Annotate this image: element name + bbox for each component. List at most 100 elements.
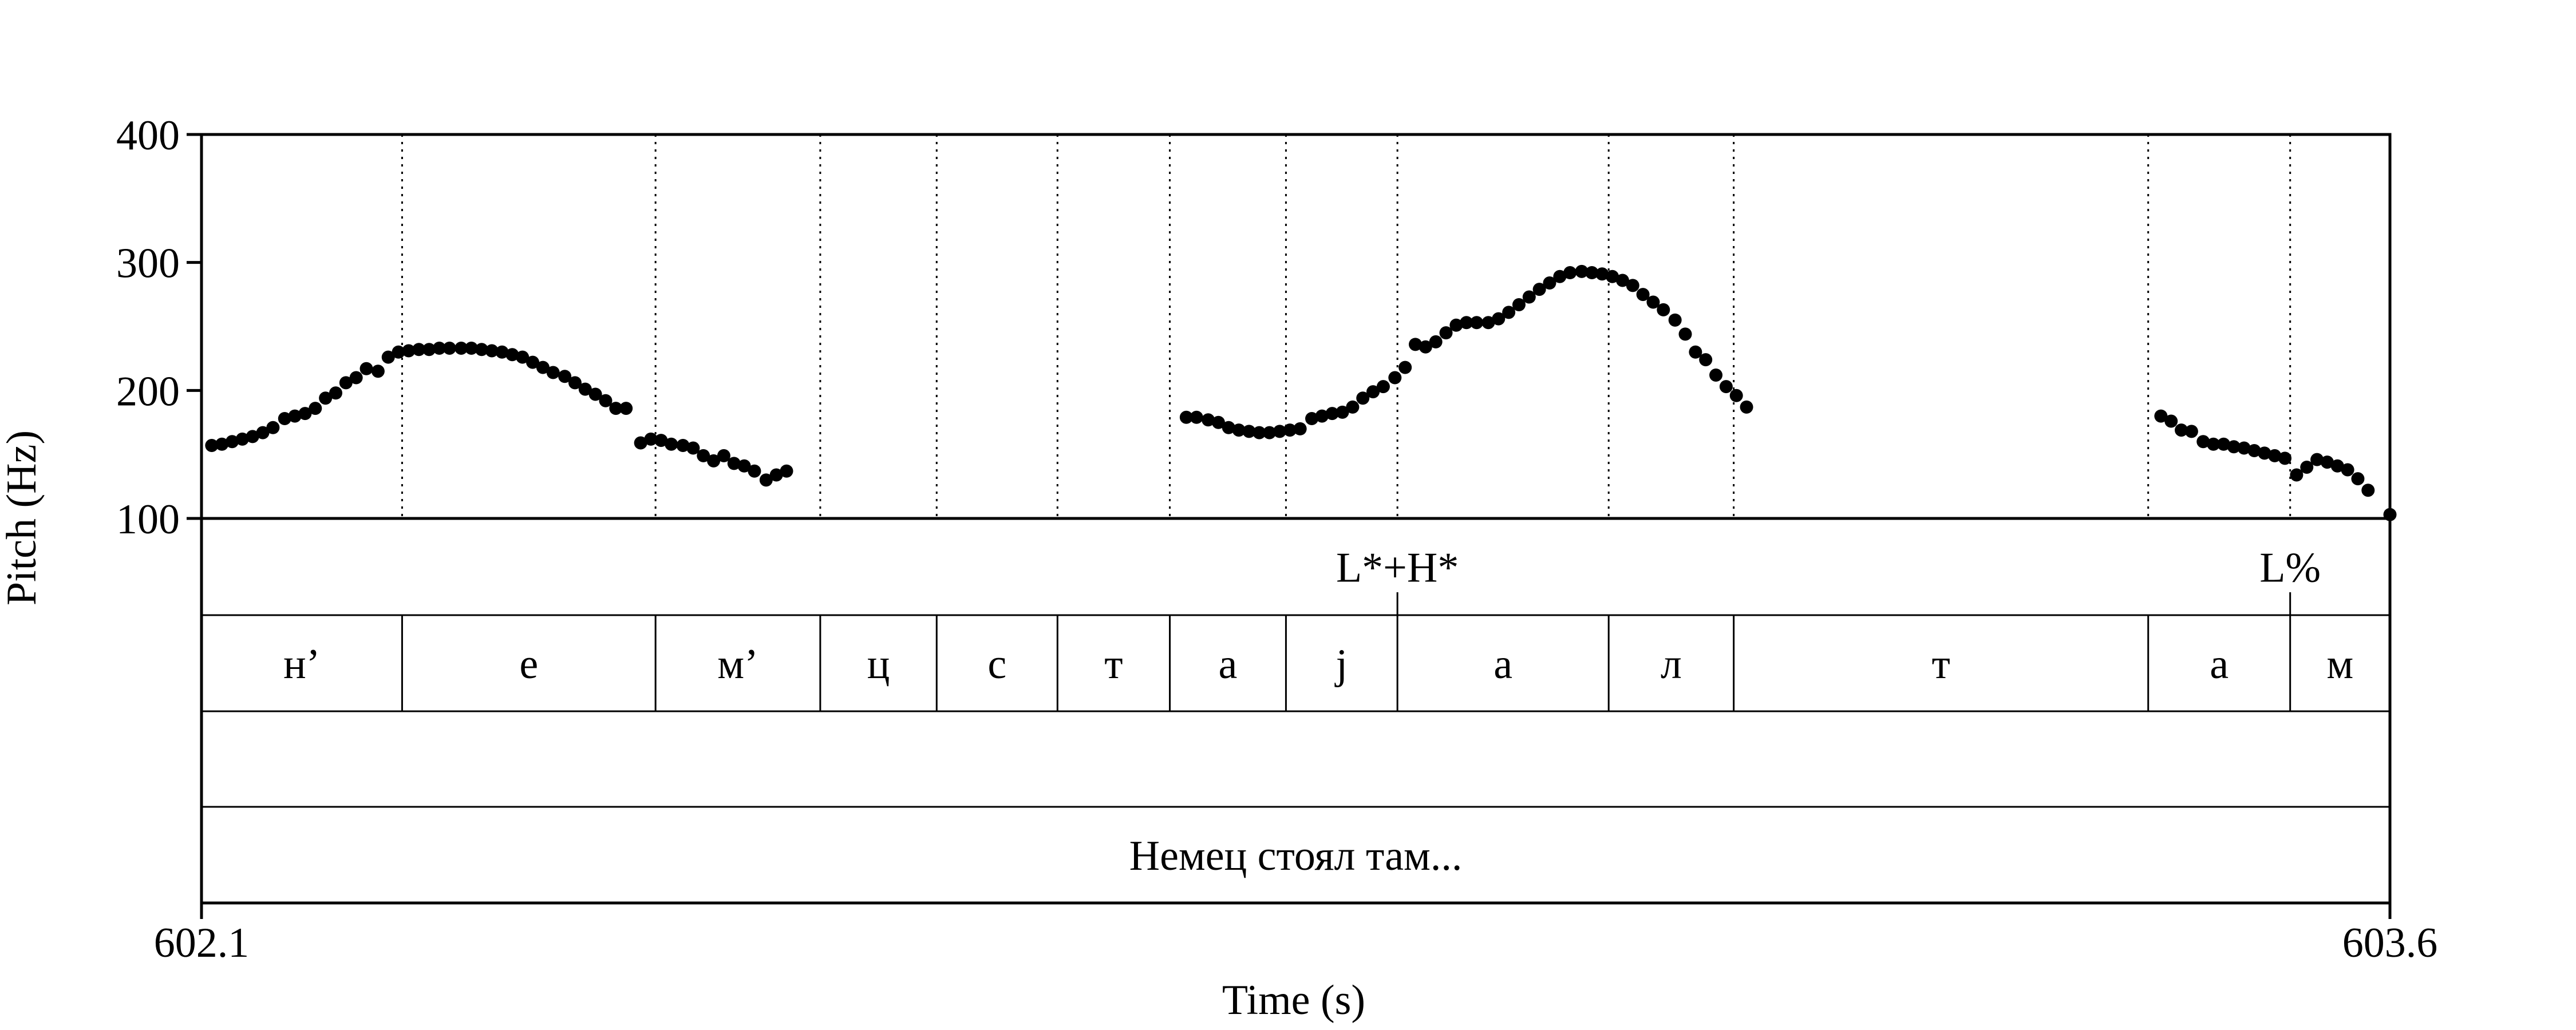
pitch-point-24 (455, 342, 468, 355)
pitch-point-11 (319, 391, 333, 405)
segment-label-8: а (1494, 641, 1512, 688)
y-tick-label-3: 400 (116, 112, 180, 159)
pitch-point-15 (359, 362, 373, 375)
pitch-point-12 (329, 386, 342, 400)
segment-label-12: м (2326, 641, 2353, 688)
sentence-label: Немец стоял там... (1129, 833, 1463, 880)
pitch-point-82 (1449, 318, 1463, 332)
pitch-point-35 (568, 376, 582, 390)
pitch-point-7 (278, 412, 291, 426)
pitch-point-1 (215, 437, 229, 451)
pitch-point-98 (1615, 274, 1629, 287)
pitch-point-52 (748, 464, 761, 478)
pitch-point-49 (717, 449, 730, 462)
pitch-point-58 (1202, 413, 1215, 427)
pitch-point-25 (465, 342, 479, 355)
pitch-point-53 (759, 473, 773, 487)
pitch-point-116 (2207, 437, 2221, 451)
segment-label-2: м’ (717, 641, 758, 688)
pitch-point-46 (686, 441, 700, 455)
pitch-point-19 (402, 344, 416, 358)
pitch-point-61 (1232, 423, 1246, 437)
pitch-point-8 (288, 409, 302, 423)
pitch-point-96 (1595, 267, 1609, 281)
pitch-point-95 (1585, 266, 1599, 280)
pitch-point-122 (2268, 449, 2282, 462)
segment-label-0: н’ (283, 641, 320, 688)
pitch-point-76 (1388, 371, 1402, 385)
y-axis: 100 200 300 400 (116, 112, 202, 543)
pitch-point-101 (1646, 295, 1660, 309)
pitch-point-93 (1563, 266, 1577, 280)
pitch-point-56 (1179, 410, 1193, 424)
pitch-point-69 (1315, 409, 1329, 423)
pitch-point-128 (2330, 459, 2344, 473)
x-tick-label-0: 602.1 (154, 920, 250, 966)
y-tick-label-1: 200 (116, 368, 180, 415)
pitch-point-86 (1492, 312, 1506, 326)
pitch-point-65 (1273, 425, 1286, 438)
pitch-point-30 (516, 350, 530, 364)
pitch-point-28 (495, 345, 509, 359)
pitch-point-84 (1470, 316, 1484, 330)
pitch-point-85 (1481, 316, 1495, 330)
pitch-point-129 (2341, 463, 2354, 477)
pitch-point-36 (578, 382, 592, 396)
pitch-point-27 (485, 344, 499, 358)
pitch-point-60 (1222, 421, 1235, 434)
segment-label-4: с (987, 641, 1006, 688)
pitch-point-20 (412, 343, 426, 356)
segment-label-11: а (2210, 641, 2229, 688)
pitch-point-59 (1211, 415, 1225, 429)
pitch-points (205, 264, 2397, 521)
pitch-point-54 (769, 468, 783, 482)
pitch-point-31 (526, 355, 540, 369)
segment-label-10: т (1931, 641, 1950, 688)
pitch-point-5 (256, 426, 270, 439)
pitch-point-38 (599, 394, 613, 407)
pitch-point-79 (1419, 340, 1432, 354)
pitch-point-104 (1678, 327, 1692, 341)
pitch-point-107 (1709, 368, 1723, 382)
pitch-point-33 (546, 366, 560, 379)
pitch-point-50 (727, 457, 741, 470)
pitch-point-103 (1668, 313, 1682, 327)
pitch-point-62 (1242, 425, 1256, 438)
pitch-point-83 (1460, 316, 1473, 330)
pitch-point-14 (349, 371, 363, 385)
pitch-point-29 (505, 348, 519, 362)
pitch-point-3 (235, 432, 249, 446)
pitch-point-41 (634, 436, 647, 450)
pitch-point-74 (1366, 385, 1380, 399)
pitch-point-130 (2351, 472, 2365, 486)
segment-label-3: ц (867, 641, 890, 688)
pitch-point-126 (2310, 453, 2324, 466)
pitch-point-57 (1190, 410, 1203, 424)
pitch-point-127 (2320, 455, 2334, 469)
pitch-point-67 (1293, 422, 1307, 435)
pitch-point-92 (1553, 270, 1567, 283)
pitch-point-111 (2154, 409, 2168, 423)
pitch-point-73 (1356, 391, 1370, 405)
pitch-point-115 (2196, 435, 2210, 449)
y-axis-label: Pitch (Hz) (0, 430, 45, 605)
x-axis: 602.1 603.6 (154, 903, 2437, 966)
pitch-point-120 (2247, 443, 2261, 457)
pitch-point-63 (1253, 426, 1266, 439)
pitch-point-34 (558, 370, 572, 383)
pitch-point-108 (1719, 380, 1733, 394)
pitch-point-124 (2290, 468, 2304, 482)
pitch-point-10 (309, 402, 322, 415)
segment-label-9: л (1661, 641, 1682, 688)
pitch-point-89 (1522, 290, 1536, 304)
pitch-point-21 (422, 343, 436, 356)
pitch-point-44 (665, 437, 678, 451)
pitch-point-121 (2258, 446, 2271, 460)
pitch-point-110 (1740, 400, 1753, 414)
pitch-point-4 (246, 430, 259, 443)
pitch-point-70 (1325, 407, 1339, 421)
pitch-point-72 (1346, 400, 1360, 414)
pitch-point-118 (2227, 440, 2241, 454)
pitch-point-6 (266, 421, 280, 434)
annotation-tiers: L*+H* L% н’ е м’ ц с т а j а л т а м Немец стоял там... (283, 545, 2353, 880)
